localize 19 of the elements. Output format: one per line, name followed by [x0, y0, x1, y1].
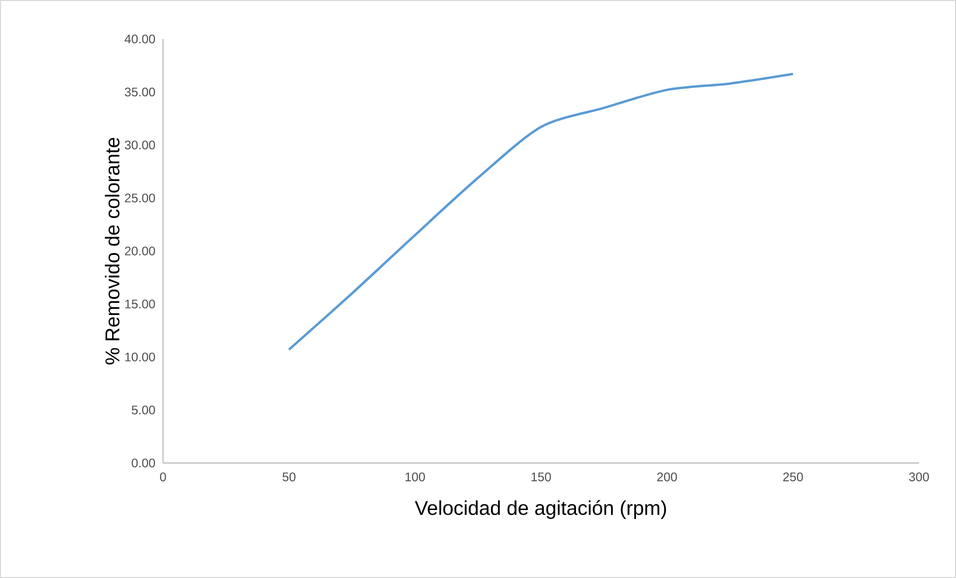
y-tick-label: 40.00: [124, 34, 155, 44]
x-tick-label: 300: [909, 472, 929, 482]
x-tick-label: 100: [406, 472, 425, 482]
x-axis-title: Velocidad de agitación (rpm): [414, 500, 666, 519]
x-tick-label: 50: [282, 472, 296, 482]
y-tick-label: 35.00: [124, 88, 155, 96]
y-axis-title: % Removido de colorante: [104, 138, 120, 364]
line-series: [288, 72, 794, 351]
y-tick-label: 30.00: [124, 140, 155, 150]
y-tick-label: 20.00: [124, 246, 155, 256]
y-tick-label: 10.00: [125, 352, 155, 362]
x-tick-label: 200: [657, 472, 677, 482]
x-tick-label: 150: [532, 472, 551, 482]
x-tick-label: 250: [783, 472, 803, 482]
y-tick-label: 0.00: [132, 458, 155, 468]
y-tick-label: 15.00: [125, 300, 155, 308]
y-tick-label: 25.00: [124, 194, 155, 202]
x-tick-label: 0: [160, 472, 166, 482]
y-tick-label: 5.00: [132, 406, 155, 414]
